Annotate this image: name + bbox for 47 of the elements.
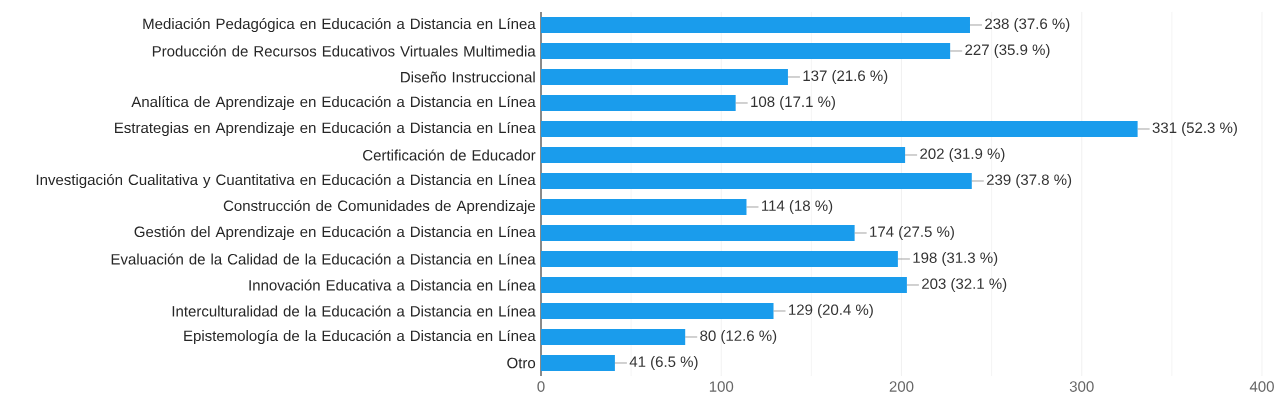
bar (541, 354, 615, 372)
bar (541, 172, 972, 190)
data-label: 239 (37.8 %) (986, 174, 1072, 188)
data-label: 108 (17.1 %) (751, 96, 835, 110)
y-tick-label: Epistemología de la Educación a Distancia en Línea (184, 329, 536, 345)
y-tick-label: Otro (507, 357, 536, 369)
data-label: 137 (21.6 %) (803, 70, 888, 84)
data-label: 80 (12.6 %) (700, 330, 777, 344)
data-label: 114 (18 %) (762, 200, 833, 214)
y-tick-label: Diseño Instruccional (401, 71, 535, 83)
data-label: 238 (37.6 %) (985, 18, 1070, 32)
data-label: 202 (31.9 %) (920, 148, 1005, 162)
y-tick-label: Innovación Educativa a Distancia en Línea (249, 279, 536, 291)
bar (541, 328, 686, 346)
data-label: 174 (27.5 %) (870, 226, 954, 240)
y-tick-label: Mediación Pedagógica en Educación a Distancia en Línea (143, 17, 536, 33)
y-tick-label: Investigación Cualitativa y Cuantitativa en Educación a Distancia en Línea (36, 173, 536, 189)
bar (541, 302, 774, 320)
bar (541, 276, 907, 294)
data-label: 203 (32.1 %) (922, 278, 1007, 292)
data-label: 198 (31.3 %) (913, 252, 998, 266)
y-tick-label: Construcción de Comunidades de Aprendizaje (223, 199, 535, 215)
bar (541, 16, 970, 34)
bar (541, 68, 788, 86)
y-tick-label: Gestión del Aprendizaje en Educación a Distancia en Línea (134, 225, 536, 241)
y-tick-label: Evaluación de la Calidad de la Educación a Distancia en Línea (111, 253, 536, 265)
bar (541, 250, 898, 268)
bar (541, 146, 906, 164)
data-label: 41 (6.5 %) (629, 356, 698, 370)
bar (541, 94, 736, 112)
x-tick-label: 200 (889, 381, 914, 392)
y-tick-label: Analítica de Aprendizaje en Educación a Distancia en Línea (131, 95, 536, 111)
data-label: 227 (35.9 %) (965, 44, 1050, 58)
x-tick-label: 100 (709, 381, 734, 392)
bar (541, 42, 951, 60)
bar (541, 120, 1138, 138)
bar (541, 224, 855, 242)
y-tick-label: Producción de Recursos Educativos Virtuales Multimedia (152, 45, 536, 57)
bar (541, 198, 747, 216)
x-tick-label: 300 (1069, 381, 1094, 392)
x-tick-label: 400 (1249, 381, 1274, 392)
x-tick-label: 0 (537, 381, 545, 392)
y-tick-label: Certificación de Educador (363, 149, 536, 161)
data-label: 331 (52.3 %) (1152, 122, 1237, 136)
y-tick-label: Estrategias en Aprendizaje en Educación a Distancia en Línea (115, 121, 536, 137)
y-tick-label: Interculturalidad de la Educación a Distancia en Línea (172, 305, 536, 317)
data-label: 129 (20.4 %) (789, 304, 873, 318)
